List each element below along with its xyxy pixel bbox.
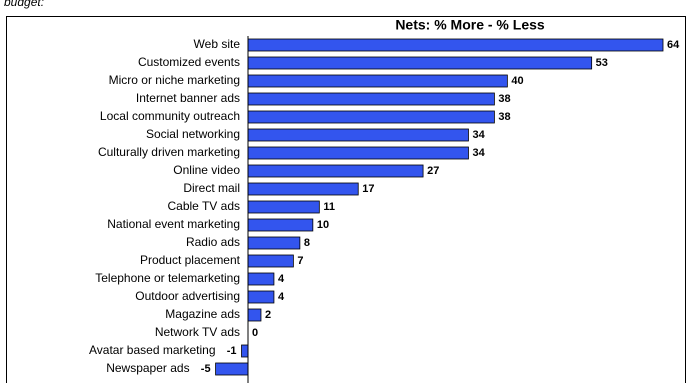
data-label: 38 <box>498 111 510 123</box>
data-label: 4 <box>278 291 285 303</box>
bar <box>247 128 469 142</box>
data-label: 10 <box>317 219 329 231</box>
category-label: Newspaper ads <box>106 361 189 375</box>
bar <box>247 254 294 268</box>
data-label: 34 <box>472 129 485 141</box>
bar <box>247 146 469 160</box>
category-label: Cable TV ads <box>168 199 241 213</box>
bar <box>247 110 495 124</box>
data-label: -1 <box>227 345 237 357</box>
chart-title: Nets: % More - % Less <box>395 17 545 33</box>
category-label: Magazine ads <box>165 307 240 321</box>
bar <box>241 344 249 358</box>
bar <box>247 272 275 286</box>
bar <box>247 290 275 304</box>
caption: budget: <box>4 0 44 9</box>
data-label: 53 <box>596 57 608 69</box>
bar <box>247 182 359 196</box>
data-label: 27 <box>427 165 439 177</box>
data-label: 11 <box>323 201 335 213</box>
bar <box>247 236 301 250</box>
category-label: Customized events <box>138 55 240 69</box>
bar <box>247 164 424 178</box>
data-label: 40 <box>511 75 523 87</box>
category-label: Avatar based marketing <box>89 343 216 357</box>
bar <box>247 92 495 106</box>
category-label: Network TV ads <box>155 325 240 339</box>
bar <box>247 56 593 70</box>
category-label: Social networking <box>146 127 240 141</box>
bar <box>215 362 249 376</box>
data-label: 2 <box>265 309 271 321</box>
bar <box>247 74 508 88</box>
data-label: 4 <box>278 273 285 285</box>
data-label: 34 <box>472 147 485 159</box>
category-label: Product placement <box>140 253 241 267</box>
data-label: -5 <box>201 363 211 375</box>
category-label: Micro or niche marketing <box>109 73 240 87</box>
category-label: Direct mail <box>183 181 240 195</box>
category-label: Outdoor advertising <box>135 289 240 303</box>
data-label: 38 <box>498 93 510 105</box>
category-label: Local community outreach <box>100 109 240 123</box>
category-label: Internet banner ads <box>136 91 240 105</box>
category-label: Culturally driven marketing <box>98 145 240 159</box>
category-label: National event marketing <box>107 217 240 231</box>
chart-frame <box>6 16 686 383</box>
data-label: 17 <box>362 183 374 195</box>
category-label: Telephone or telemarketing <box>95 271 240 285</box>
bar <box>247 200 320 214</box>
category-label: Online video <box>173 163 240 177</box>
data-label: 8 <box>304 237 310 249</box>
bar <box>247 308 262 322</box>
data-label: 64 <box>667 39 680 51</box>
data-label: 7 <box>297 255 303 267</box>
bar <box>247 38 664 52</box>
bar <box>247 218 314 232</box>
category-label: Web site <box>194 37 241 51</box>
category-label: Radio ads <box>186 235 240 249</box>
data-label: 0 <box>252 327 258 339</box>
